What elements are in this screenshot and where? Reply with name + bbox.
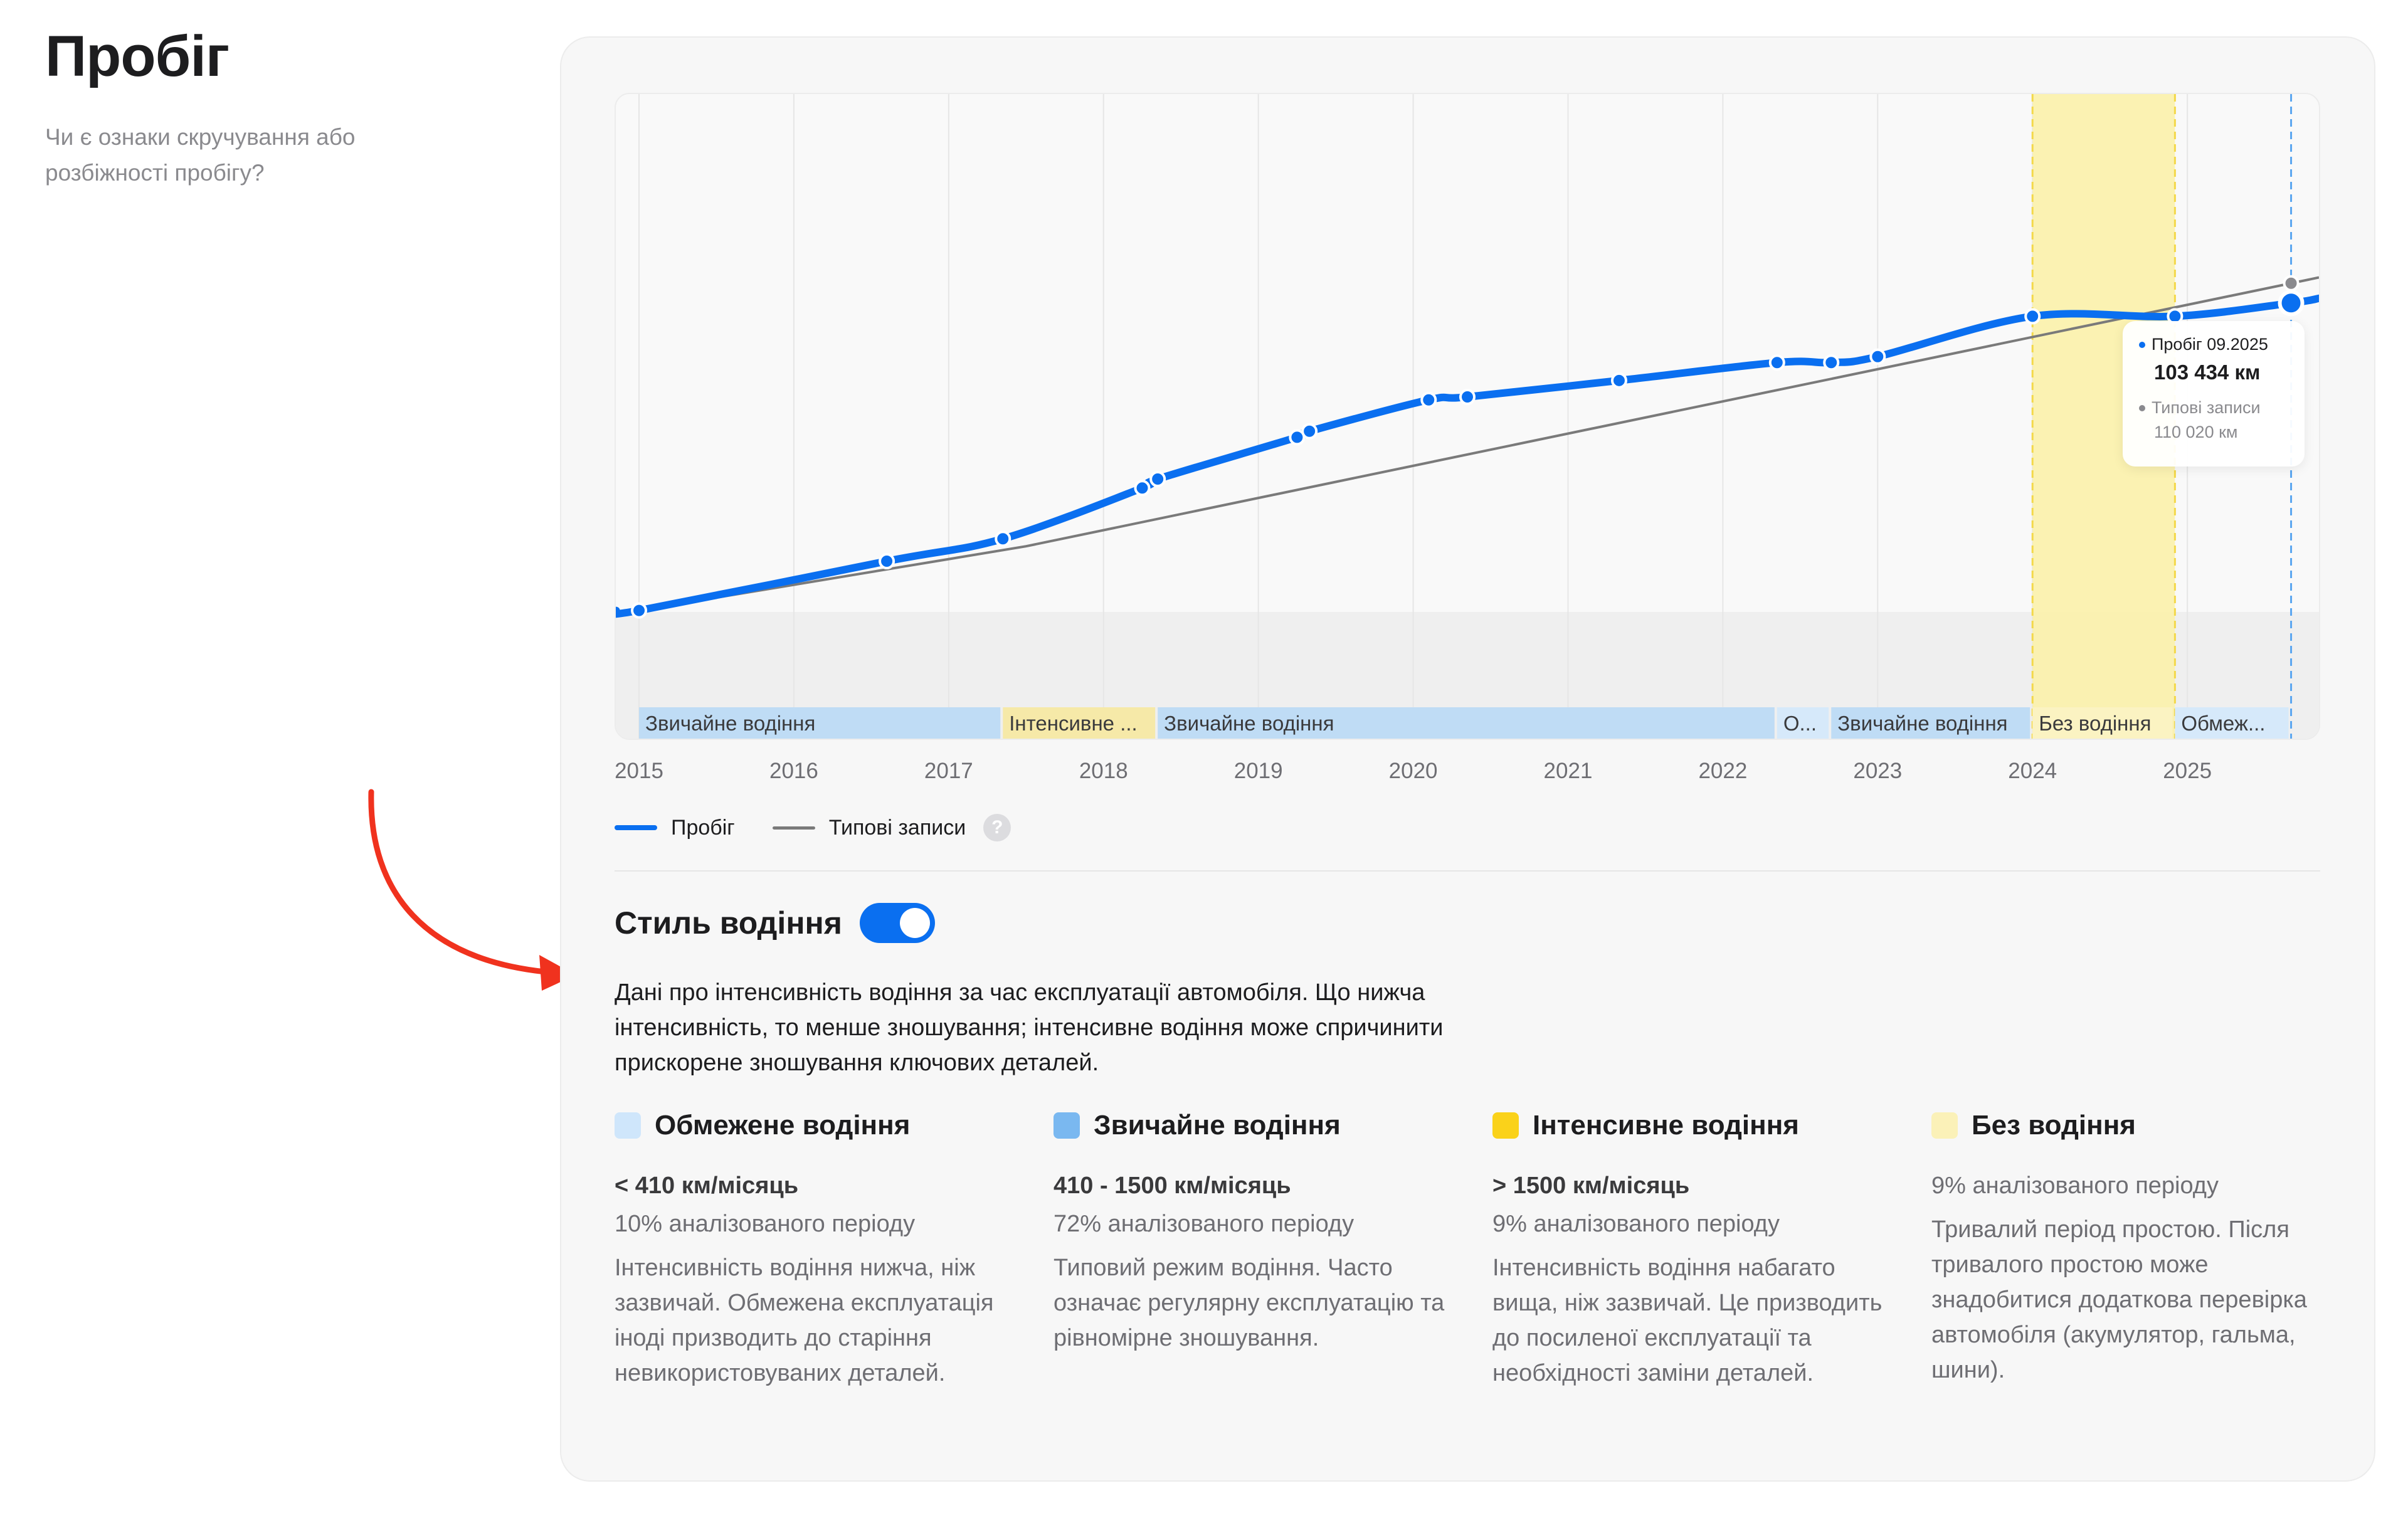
- chart-tooltip: Пробіг 09.2025 103 434 км Типові записи …: [2123, 321, 2305, 467]
- page-subtitle: Чи є ознаки скручування або розбіжності …: [45, 124, 356, 186]
- tooltip-mileage-dot: [2139, 341, 2145, 348]
- category-description: Інтенсивність водіння нижча, ніж зазвича…: [615, 1255, 994, 1386]
- category-share: 72% аналізованого періоду: [1054, 1211, 1354, 1237]
- legend-typical[interactable]: Типові записи: [772, 815, 966, 840]
- mileage-point: [995, 530, 1011, 547]
- style-band: [1158, 707, 1775, 739]
- category-limited: Обмежене водіння < 410 км/місяць 10% ана…: [615, 1110, 1016, 1391]
- mileage-point: [1768, 354, 1785, 371]
- tooltip-typical-label: Типові записи: [2152, 398, 2261, 417]
- mileage-point: [1459, 389, 1476, 406]
- tooltip-mileage-label: Пробіг 09.2025: [2152, 335, 2268, 354]
- style-band: [1777, 707, 1829, 739]
- year-label: 2016: [769, 759, 818, 783]
- typical-records-line: [638, 276, 2319, 612]
- legend-typical-label: Типові записи: [828, 815, 966, 840]
- typical-point: [2283, 275, 2300, 292]
- year-label: 2021: [1543, 759, 1593, 783]
- style-band: [639, 707, 1001, 739]
- tooltip-typical-value: 110 020 км: [2154, 423, 2238, 441]
- category-swatch: [1054, 1112, 1080, 1139]
- tooltip-mileage-value: 103 434 км: [2154, 361, 2261, 384]
- mileage-point: [1134, 480, 1151, 497]
- year-label: 2022: [1698, 759, 1748, 783]
- driving-style-header: Стиль водіння: [615, 903, 935, 943]
- mileage-point: [631, 602, 648, 619]
- year-label: 2024: [2008, 759, 2057, 783]
- category-range: > 1500 км/місяць: [1492, 1173, 1690, 1199]
- toggle-knob: [899, 908, 930, 938]
- legend-typical-swatch: [772, 826, 815, 830]
- category-range: 410 - 1500 км/місяць: [1054, 1173, 1291, 1199]
- category-swatch: [1931, 1112, 1958, 1139]
- category-description: Інтенсивність водіння набагато вища, ніж…: [1492, 1255, 1883, 1386]
- category-description: Тривалий період простою. Після тривалого…: [1931, 1216, 2307, 1383]
- style-band-label: О...: [1783, 712, 1817, 735]
- year-label: 2018: [1079, 759, 1128, 783]
- mileage-point: [1869, 348, 1886, 365]
- year-axis: 2015 2016 2017 2018 2019 2020 2021 2022 2023 2024…: [615, 759, 2320, 790]
- category-swatch: [1492, 1112, 1519, 1139]
- chart-legend: Пробіг Типові записи ?: [615, 814, 1011, 841]
- help-icon[interactable]: ?: [983, 814, 1011, 841]
- tooltip-typical-dot: [2139, 404, 2145, 411]
- mileage-point: [1610, 372, 1627, 389]
- style-band-label: Звичайне водіння: [1164, 712, 1334, 735]
- category-title: Звичайне водіння: [1094, 1110, 1341, 1141]
- driving-style-toggle[interactable]: [859, 903, 935, 943]
- category-share: 9% аналізованого періоду: [1492, 1211, 1780, 1237]
- category-description: Типовий режим водіння. Часто означає рег…: [1054, 1255, 1445, 1351]
- mileage-chart[interactable]: Звичайне водіння Інтенсивне ... Звичайне в…: [615, 93, 2320, 740]
- year-label: 2017: [924, 759, 973, 783]
- style-band-label: Обмеж...: [2181, 712, 2265, 735]
- category-normal: Звичайне водіння 410 - 1500 км/місяць 72…: [1054, 1110, 1455, 1356]
- category-title: Обмежене водіння: [655, 1110, 911, 1141]
- category-title: Без водіння: [1972, 1110, 2136, 1141]
- style-band-label: Інтенсивне ...: [1009, 712, 1137, 735]
- category-swatch: [615, 1112, 641, 1139]
- category-range: < 410 км/місяць: [615, 1173, 799, 1199]
- annotation-arrow-icon: [368, 789, 576, 991]
- mileage-point: [1823, 354, 1840, 371]
- mileage-point: [2024, 308, 2041, 325]
- mileage-point: [879, 553, 895, 570]
- category-share: 9% аналізованого періоду: [1931, 1173, 2219, 1199]
- legend-mileage-label: Пробіг: [671, 815, 735, 840]
- style-band: [2175, 707, 2289, 739]
- year-label: 2020: [1388, 759, 1438, 783]
- year-label: 2019: [1233, 759, 1283, 783]
- page-title: Пробіг: [45, 24, 230, 88]
- category-no-driving: Без водіння 9% аналізованого періоду Три…: [1931, 1110, 2333, 1388]
- category-title: Інтенсивне водіння: [1533, 1110, 1799, 1141]
- driving-style-description: Дані про інтенсивність водіння за час ек…: [615, 979, 1444, 1076]
- category-intensive: Інтенсивне водіння > 1500 км/місяць 9% а…: [1492, 1110, 1894, 1391]
- category-share: 10% аналізованого періоду: [615, 1211, 916, 1237]
- mileage-chart-svg[interactable]: Звичайне водіння Інтенсивне ... Звичайне в…: [616, 94, 2319, 739]
- year-label: 2023: [1853, 759, 1903, 783]
- mileage-point: [1149, 471, 1166, 488]
- style-band: [1003, 707, 1156, 739]
- style-band-label: Звичайне водіння: [645, 712, 815, 735]
- mileage-point: [1301, 423, 1318, 440]
- driving-style-title: Стиль водіння: [615, 905, 842, 941]
- mileage-point: [1420, 391, 1437, 408]
- year-label: 2015: [615, 759, 663, 783]
- legend-mileage-swatch: [615, 825, 657, 830]
- year-label: 2025: [2163, 759, 2212, 783]
- legend-mileage[interactable]: Пробіг: [615, 816, 735, 840]
- style-band-label: Звичайне водіння: [1837, 712, 2007, 735]
- style-band: [1831, 707, 2030, 739]
- style-band: [2032, 707, 2173, 739]
- section-divider: [615, 870, 2320, 872]
- style-band-label: Без водіння: [2039, 712, 2151, 735]
- mileage-point: [2278, 290, 2305, 317]
